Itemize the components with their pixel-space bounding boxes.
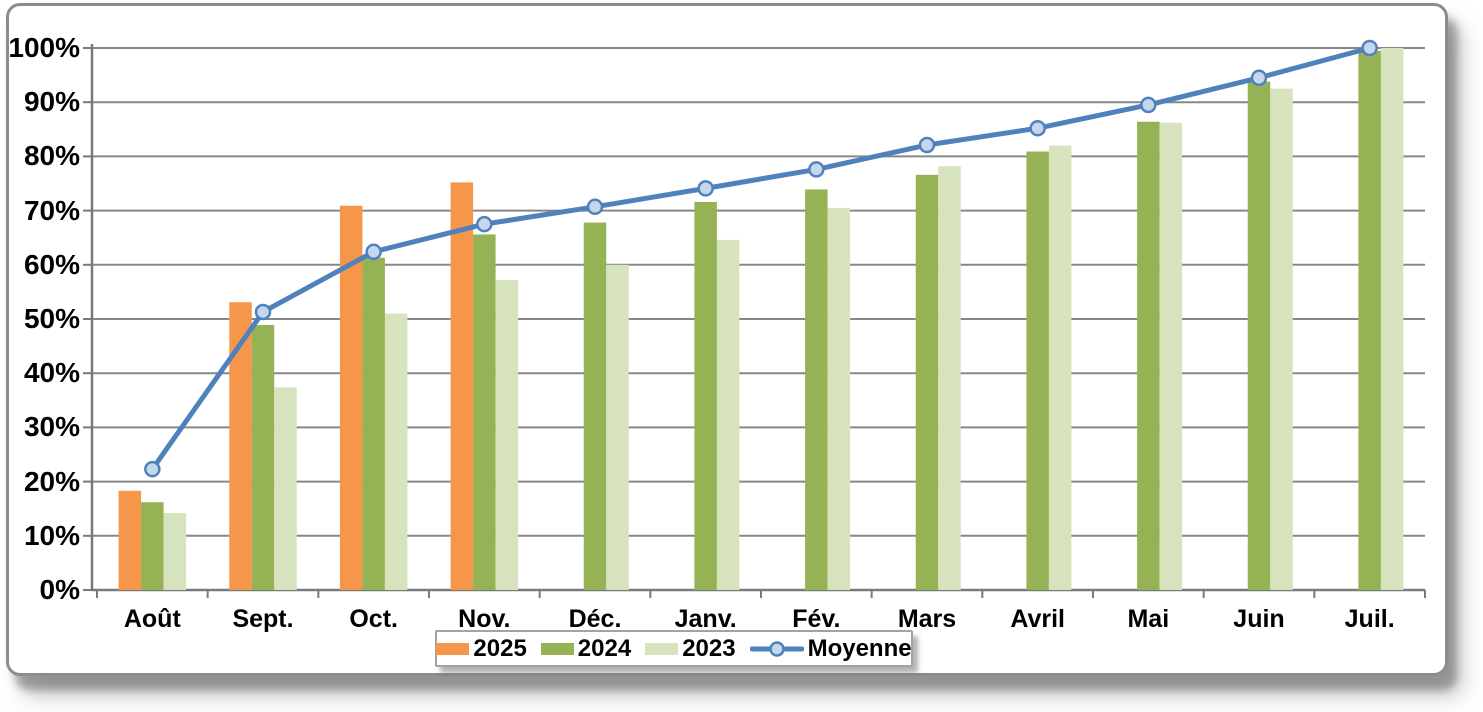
y-axis-tick-label: 20% [23,465,80,497]
y-axis-tick-label: 0% [39,574,80,605]
legend-item-2024[interactable]: 2024 [540,634,632,663]
legend-line-marker-icon [749,640,804,657]
legend-item-2023[interactable]: 2023 [645,634,736,663]
y-axis-tick-label: 90% [23,86,80,118]
y-axis-tick-label: 60% [23,248,80,280]
y-axis-tick-label: 30% [23,411,80,443]
legend-label: 2023 [682,634,736,662]
y-axis-tick-label: 100% [8,32,80,63]
legend-item-Moyenne[interactable]: Moyenne [749,634,912,663]
x-axis-labels: Août Sept. Oct. Nov. Déc. Janv. Fév. Mars Avril M… [0,604,1483,634]
x-axis-category-label: Juil. [1344,605,1395,633]
legend-item-2025[interactable]: 2025 [436,634,527,663]
legend-swatch-icon [436,642,470,655]
y-axis-tick-label: 50% [23,303,80,334]
x-axis-category-label: Avril [1010,605,1065,633]
y-axis-tick-label: 40% [23,357,80,389]
legend-label: Moyenne [807,634,912,662]
legend[interactable]: 2025 2024 2023 Moyenne [435,630,913,667]
legend-swatch-icon [540,642,574,655]
x-axis-category-label: Nov. [458,605,511,633]
chart-frame[interactable] [6,3,1448,676]
legend-swatch-icon [645,642,679,655]
x-axis-category-label: Sept. [232,605,294,633]
x-axis-category-label: Oct. [349,605,398,633]
x-axis-category-label: Fév. [792,605,841,633]
x-axis-category-label: Août [123,605,181,633]
y-axis-labels: 0% 10% 20% 30% 40% 50% 60% 70% 80% 90% 100% [0,0,90,712]
legend-label: 2025 [473,634,527,662]
x-axis-category-label: Mars [897,605,957,633]
x-axis-category-label: Juin [1233,605,1285,633]
x-axis-category-label: Mai [1127,605,1170,633]
y-axis-tick-label: 10% [23,519,80,551]
x-axis-category-label: Déc. [568,605,622,633]
y-axis-tick-label: 70% [23,194,80,226]
y-axis-tick-label: 80% [23,140,80,172]
x-axis-category-label: Janv. [674,605,737,633]
legend-label: 2024 [577,634,632,662]
